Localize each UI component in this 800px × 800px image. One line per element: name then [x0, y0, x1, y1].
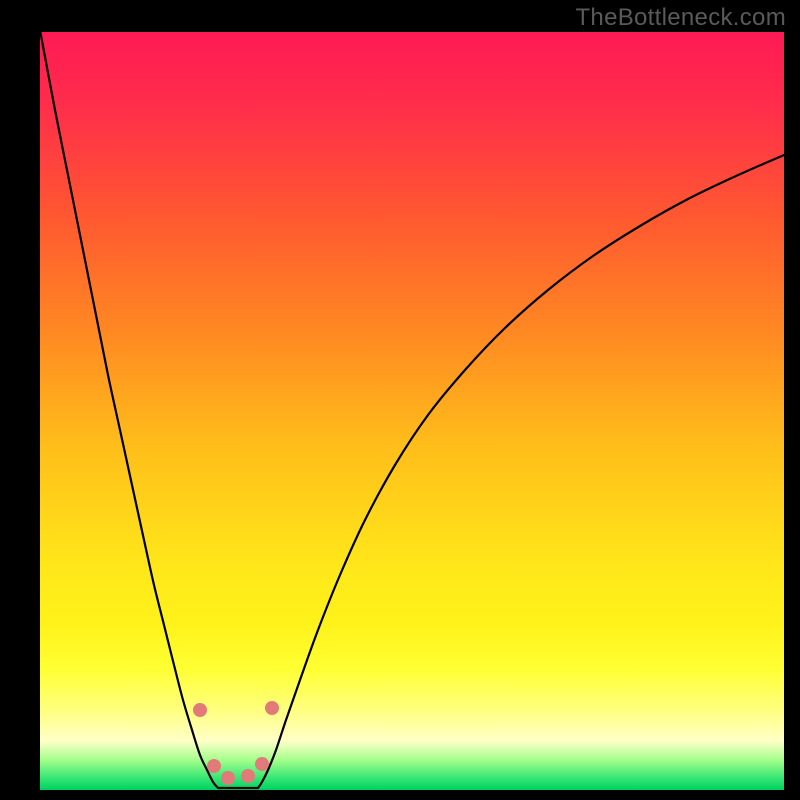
marker-point: [193, 703, 207, 717]
marker-point: [221, 771, 235, 785]
marker-point: [255, 757, 269, 771]
bottleneck-chart: [0, 0, 800, 800]
marker-point: [241, 769, 255, 783]
chart-wrapper: TheBottleneck.com: [0, 0, 800, 800]
marker-point: [207, 759, 221, 773]
watermark-text: TheBottleneck.com: [575, 4, 786, 32]
plot-area: [40, 32, 784, 790]
marker-point: [265, 701, 279, 715]
